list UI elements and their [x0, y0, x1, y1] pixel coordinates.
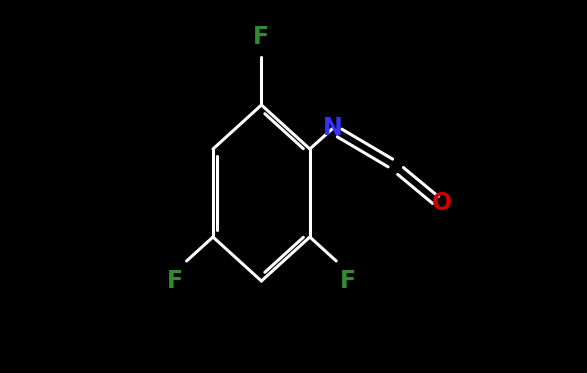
Text: F: F: [340, 269, 356, 293]
Text: O: O: [432, 191, 452, 215]
Text: F: F: [167, 269, 183, 293]
Text: N: N: [323, 116, 343, 140]
Text: F: F: [254, 25, 269, 49]
